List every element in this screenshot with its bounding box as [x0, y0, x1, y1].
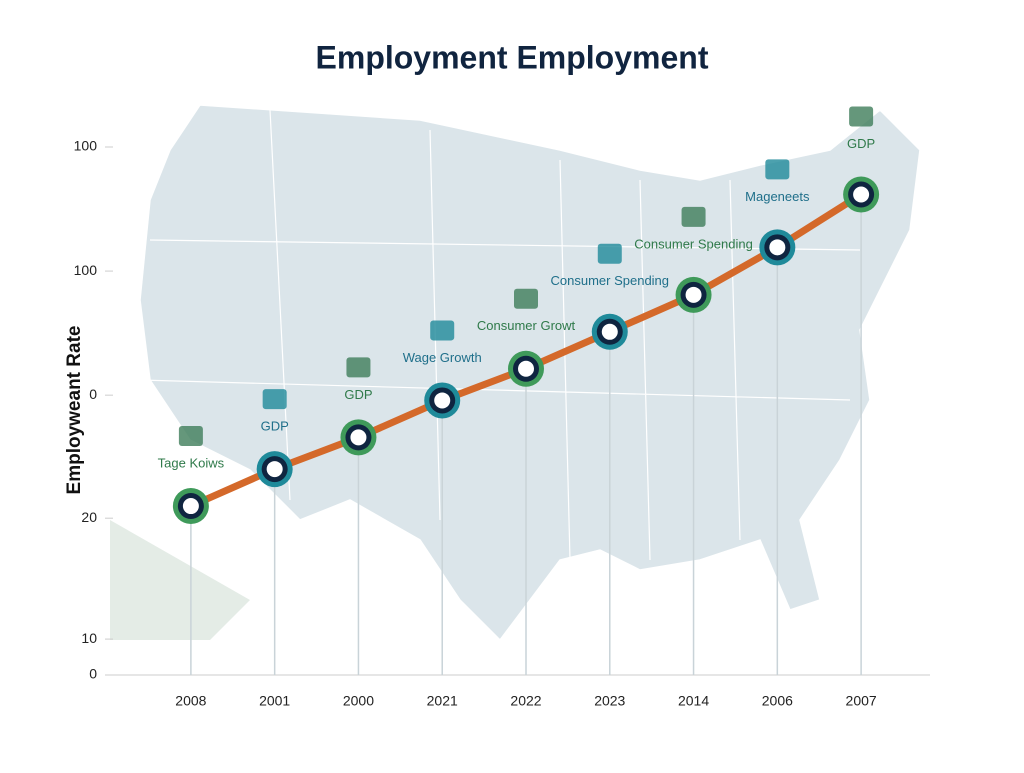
map-lower: [110, 520, 250, 640]
marker-center: [182, 498, 199, 515]
annotation-icon: [514, 288, 538, 309]
marker-center: [350, 429, 367, 446]
annotation-icon: [430, 320, 455, 341]
annotation: Consumer Growt: [477, 318, 576, 333]
x-tick-label: 2023: [594, 693, 625, 709]
marker-center: [685, 286, 702, 303]
marker-center: [601, 323, 618, 340]
annotation-icon: [346, 357, 371, 378]
x-tick-label: 2000: [343, 693, 374, 709]
chart-title: Employment Employment: [316, 39, 709, 75]
annotation: Mageneets: [745, 189, 810, 204]
annotation: Consumer Spending: [551, 273, 670, 288]
annotation: Tage Koiws: [158, 455, 225, 470]
x-tick-label: 2014: [678, 693, 709, 709]
annotation-icon: [262, 389, 287, 410]
annotation-icon: [597, 243, 622, 264]
marker-center: [518, 360, 534, 377]
y-axis-label: Employweant Rate: [64, 326, 85, 495]
x-tick-label: 2007: [846, 693, 877, 709]
marker-center: [853, 186, 870, 203]
marker-center: [266, 461, 283, 478]
annotation-icon: [765, 159, 790, 180]
annotation-icon: [681, 206, 706, 227]
annotation: Wage Growth: [403, 350, 482, 365]
annotation: GDP: [847, 136, 875, 151]
y-tick-label: 10: [81, 630, 97, 646]
x-tick-label: 2006: [762, 693, 793, 709]
y-tick-label: 100: [74, 138, 98, 154]
annotation: GDP: [261, 419, 289, 434]
y-tick-label: 0: [89, 666, 97, 682]
annotation: Consumer Spending: [634, 236, 753, 251]
x-tick-label: 2021: [427, 693, 458, 709]
annotation-icon: [178, 426, 203, 447]
marker-center: [769, 239, 786, 256]
x-tick-label: 2008: [175, 693, 206, 709]
annotation-icon: [849, 106, 874, 127]
marker-center: [434, 392, 451, 409]
y-tick-label: 20: [81, 509, 97, 525]
y-tick-label: 100: [74, 262, 98, 278]
y-tick-label: 0: [89, 386, 97, 402]
annotation: GDP: [344, 387, 372, 402]
x-tick-label: 2001: [259, 693, 290, 709]
x-tick-label: 2022: [510, 693, 541, 709]
